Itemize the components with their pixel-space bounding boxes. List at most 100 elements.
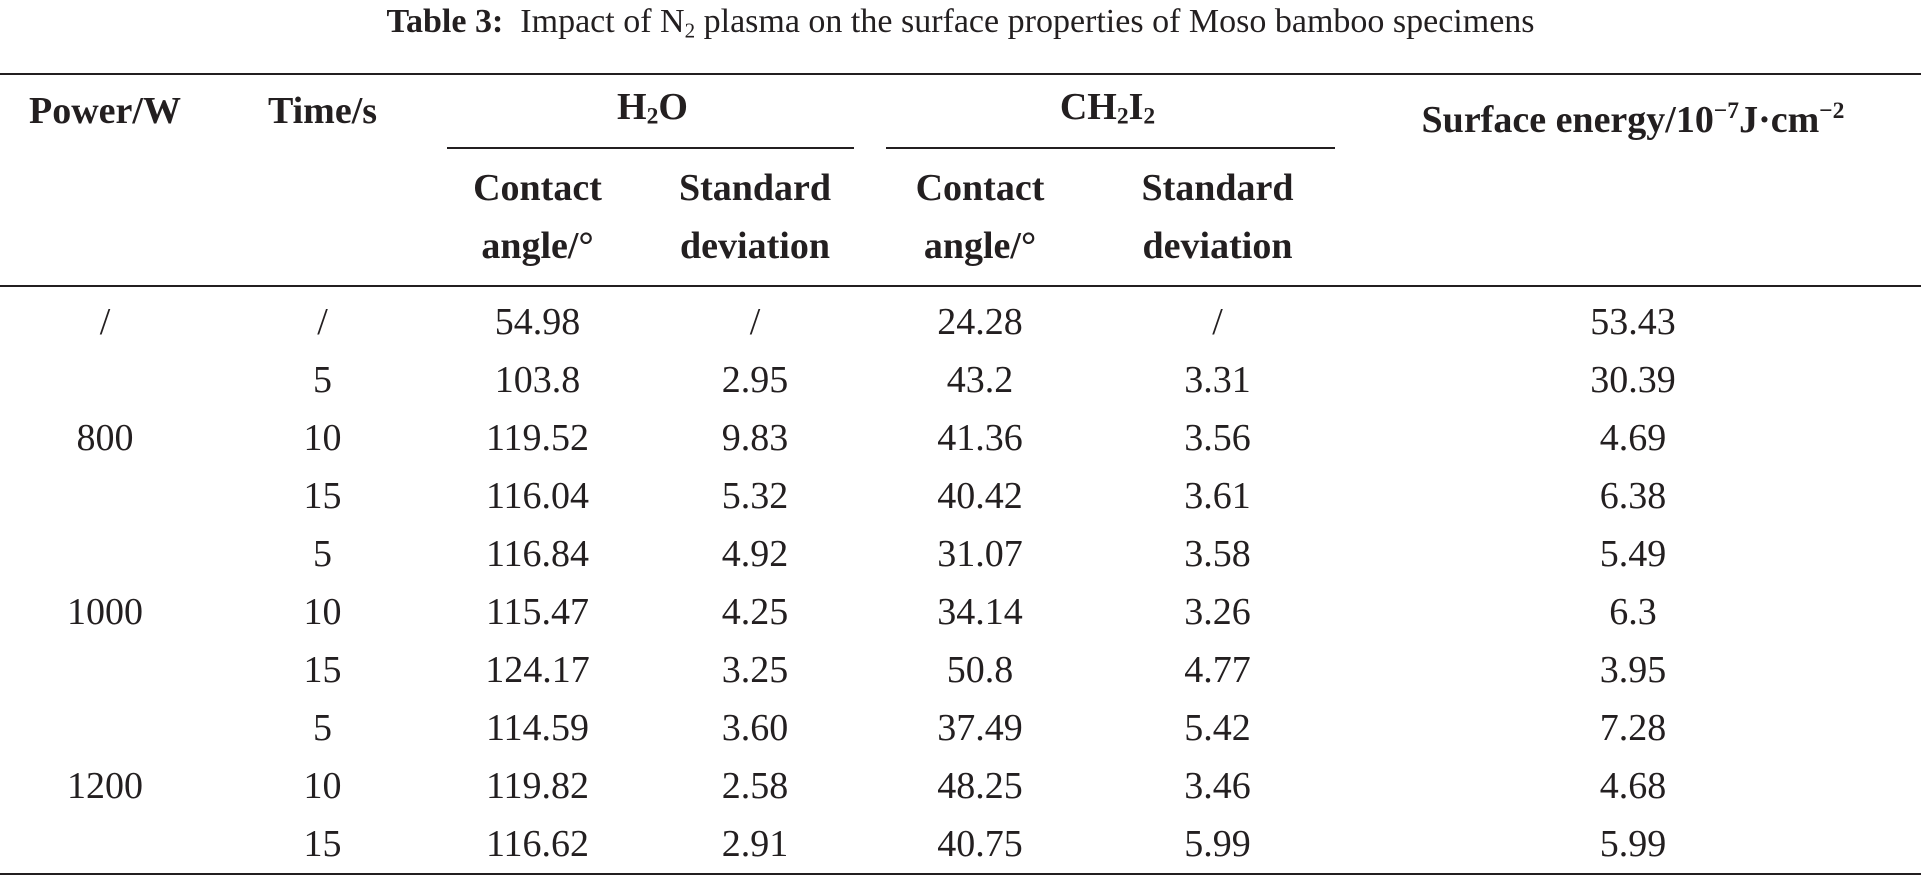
- ch2i2-sd-cell: 5.99: [1184, 823, 1251, 865]
- caption-text-after: plasma on the surface properties of Moso…: [695, 3, 1535, 40]
- table-row: 1000 5 116.84 4.92 31.07 3.58 5.49: [0, 525, 1921, 633]
- surface-energy-cell: 7.28: [1599, 707, 1667, 749]
- ch2i2-angle-cell: 37.49: [937, 707, 1023, 749]
- h2o-angle-cell: 124.17: [485, 649, 590, 691]
- caption-label: Table 3:: [386, 3, 504, 40]
- caption-text-before: Impact of N: [520, 3, 685, 40]
- h2o-group-header: H2O: [435, 74, 870, 149]
- h2o-sd-cell: 2.95: [721, 359, 789, 401]
- ch2i2-sd-cell: 3.26: [1184, 591, 1251, 633]
- surface-energy-cell: 6.38: [1599, 475, 1667, 517]
- data-table: Power/W Time/s H2O CH2I2 Surface energy/…: [0, 73, 1921, 875]
- table-header: Power/W Time/s H2O CH2I2 Surface energy/…: [0, 74, 1921, 287]
- ch2i2-angle-cell: 48.25: [937, 765, 1023, 807]
- h2o-main: H: [617, 86, 647, 129]
- surface-energy-cell: 3.95: [1599, 649, 1667, 691]
- table-row: 15 124.17 3.25 50.8 4.77 3.95: [0, 641, 1921, 699]
- table-row: 800 5 103.8 2.95 43.2 3.31 30.39: [0, 351, 1921, 459]
- power-cell: 800: [76, 417, 134, 459]
- time-cell: 15: [303, 475, 342, 517]
- ch2i2-angle-cell: 40.75: [937, 823, 1023, 865]
- ch2i2-angle-cell: 34.14: [937, 591, 1023, 633]
- surface-energy-cell: 6.3: [1609, 591, 1657, 633]
- ch2i2-sd-cell: 3.61: [1184, 475, 1251, 517]
- surface-energy-mid: J·cm: [1739, 99, 1820, 142]
- ch2i2-std-dev-header: Standard deviation: [1090, 149, 1346, 287]
- ch2i2-angle-cell: 43.2: [946, 359, 1014, 401]
- h2o-tail: O: [658, 86, 688, 129]
- ch2i2-contact-line1: Contact: [915, 167, 1045, 209]
- table-row: 10 119.82 2.58 48.25 3.46 4.68: [0, 757, 1921, 815]
- ch2i2-contact-line2: angle/°: [923, 225, 1037, 267]
- time-cell: 10: [303, 591, 342, 633]
- time-cell: 5: [313, 533, 332, 575]
- h2o-angle-cell: 116.04: [485, 475, 590, 517]
- time-cell: 15: [303, 823, 342, 865]
- table-caption: Table 3: Impact of N2 plasma on the surf…: [0, 0, 1921, 44]
- surface-energy-cell: 5.99: [1599, 823, 1667, 865]
- h2o-sd-cell: 9.83: [721, 417, 789, 459]
- time-cell: /: [317, 301, 328, 343]
- ch2i2-main2: I: [1128, 86, 1144, 129]
- h2o-std-dev-header: Standard deviation: [640, 149, 870, 287]
- table-row: 15 116.04 5.32 40.42 3.61 6.38: [0, 467, 1921, 525]
- h2o-sd-cell: 4.92: [721, 533, 789, 575]
- surface-energy-cell: 53.43: [1590, 301, 1676, 343]
- table-row: 15 116.62 2.91 40.75 5.99 5.99: [0, 815, 1921, 874]
- h2o-angle-cell: 103.8: [494, 359, 581, 401]
- surface-energy-cell: 30.39: [1590, 359, 1676, 401]
- ch2i2-sd-cell: /: [1212, 301, 1223, 343]
- h2o-sd-cell: 4.25: [721, 591, 789, 633]
- ch2i2-sub2: 2: [1143, 103, 1156, 130]
- h2o-sd-cell: 2.58: [721, 765, 789, 807]
- h2o-angle-cell: 115.47: [485, 591, 590, 633]
- ch2i2-sd-cell: 3.58: [1184, 533, 1251, 575]
- ch2i2-sd-cell: 3.56: [1184, 417, 1251, 459]
- h2o-contact-line1: Contact: [473, 167, 602, 209]
- power-cell: 1000: [67, 591, 143, 633]
- ch2i2-sd-cell: 3.46: [1184, 765, 1251, 807]
- ch2i2-angle-cell: 24.28: [937, 301, 1023, 343]
- surface-energy-cell: 4.69: [1599, 417, 1667, 459]
- header-row-top: Power/W Time/s H2O CH2I2 Surface energy/…: [0, 74, 1921, 287]
- ch2i2-angle-cell: 50.8: [946, 649, 1014, 691]
- surface-energy-prefix: Surface energy/10: [1421, 99, 1714, 142]
- table-row: 1200 5 114.59 3.60 37.49 5.42 7.28: [0, 699, 1921, 807]
- surface-energy-sup1: −7: [1713, 98, 1740, 124]
- surface-energy-cell: 4.68: [1599, 765, 1667, 807]
- ch2i2-std-line2: deviation: [1142, 225, 1293, 267]
- ch2i2-sd-cell: 5.42: [1184, 707, 1251, 749]
- ch2i2-main1: CH: [1059, 86, 1117, 129]
- ch2i2-sd-cell: 3.31: [1184, 359, 1251, 401]
- surface-energy-cell: 5.49: [1599, 533, 1667, 575]
- ch2i2-sd-cell: 4.77: [1184, 649, 1251, 691]
- h2o-sd-cell: /: [749, 301, 761, 343]
- table-body: / / 54.98 / 24.28 / 53.43 800 5 103.8 2.…: [0, 286, 1921, 874]
- surface-energy-header: Surface energy/10−7J·cm−2: [1345, 74, 1921, 287]
- power-header: Power/W: [0, 74, 210, 287]
- h2o-angle-cell: 54.98: [494, 301, 581, 343]
- time-cell: 15: [303, 649, 342, 691]
- h2o-angle-cell: 119.82: [485, 765, 590, 807]
- table-row: / / 54.98 / 24.28 / 53.43: [0, 286, 1921, 351]
- h2o-sd-cell: 3.25: [721, 649, 789, 691]
- power-cell: /: [99, 301, 111, 343]
- h2o-std-line1: Standard: [678, 167, 832, 209]
- h2o-sub: 2: [646, 103, 659, 130]
- time-cell: 5: [313, 707, 332, 749]
- h2o-angle-cell: 116.62: [485, 823, 590, 865]
- h2o-angle-cell: 116.84: [485, 533, 590, 575]
- header-row-sub: Contact angle/° Standard deviation Conta…: [0, 149, 1921, 287]
- power-cell: 1200: [67, 765, 143, 807]
- ch2i2-contact-angle-header: Contact angle/°: [870, 149, 1090, 287]
- time-header: Time/s: [210, 74, 435, 287]
- h2o-std-line2: deviation: [680, 225, 830, 267]
- table-row: 10 119.52 9.83 41.36 3.56 4.69: [0, 409, 1921, 467]
- h2o-contact-line2: angle/°: [481, 225, 594, 267]
- table-row: 10 115.47 4.25 34.14 3.26 6.3: [0, 583, 1921, 641]
- time-cell: 5: [313, 359, 332, 401]
- surface-energy-sup2: −2: [1819, 98, 1845, 124]
- ch2i2-angle-cell: 31.07: [937, 533, 1023, 575]
- time-cell: 10: [303, 765, 342, 807]
- ch2i2-angle-cell: 40.42: [937, 475, 1023, 517]
